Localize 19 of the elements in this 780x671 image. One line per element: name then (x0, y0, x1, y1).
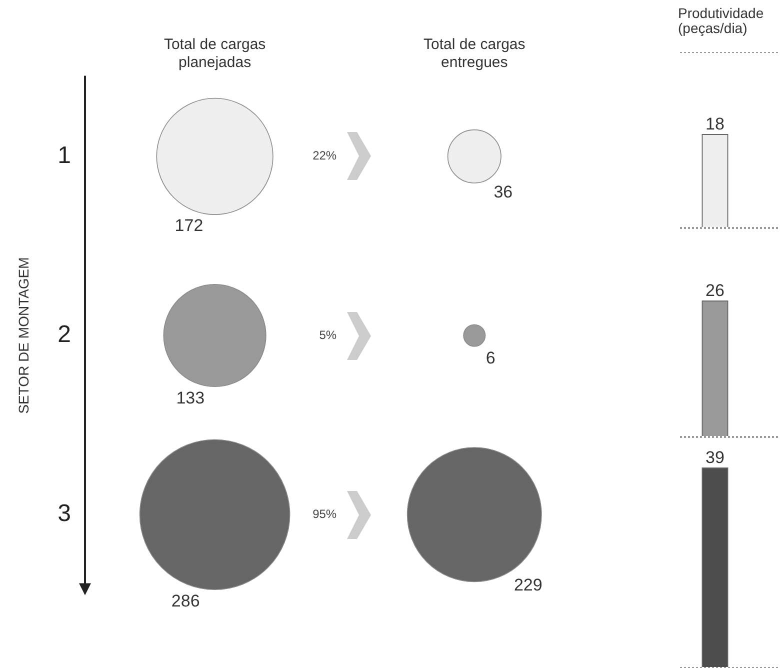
y-tick-label: 3 (58, 500, 71, 528)
data-label: 286 (171, 591, 200, 610)
x-tick-label: Total de cargas entregues (424, 36, 526, 71)
data-label: 6 (486, 348, 496, 368)
data-label: 133 (176, 388, 205, 408)
data-label: 26 (706, 280, 724, 300)
annotation: 95% (312, 506, 337, 521)
x-tick-label: Total de cargas planejadas (164, 36, 266, 71)
data-label: 36 (494, 182, 513, 202)
annotation: 5% (319, 328, 337, 342)
y-axis-title: SETOR DE MONTAGEM (15, 257, 32, 414)
data-label: 229 (514, 575, 542, 594)
annotation: 22% (312, 148, 337, 163)
chart-title: Produtividade (peças/dia) (678, 5, 765, 36)
data-label: 18 (706, 114, 724, 134)
y-tick-label: 2 (58, 321, 71, 348)
data-label: 39 (706, 448, 724, 467)
data-label: 172 (174, 216, 204, 236)
y-tick-label: 1 (58, 142, 71, 170)
